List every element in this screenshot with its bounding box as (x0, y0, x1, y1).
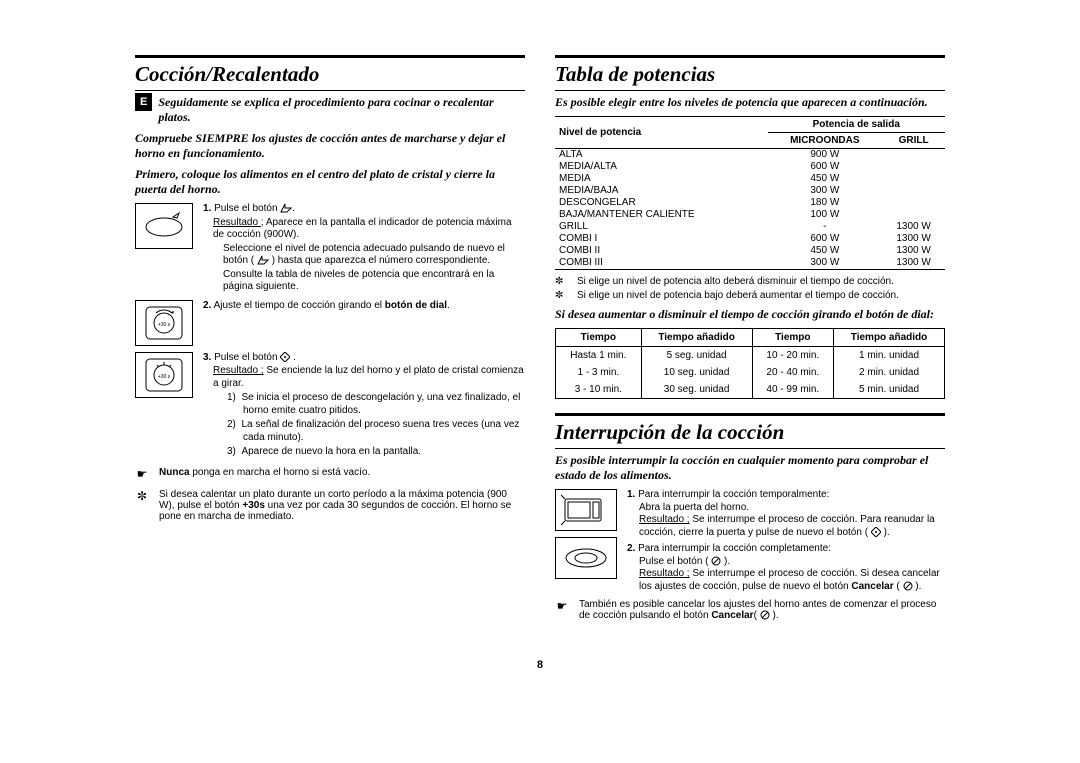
power-row: MEDIA450 W (555, 173, 945, 185)
power-icon (257, 255, 269, 265)
cancel-icon (711, 556, 721, 566)
step-2: +30 s 2. Ajuste el tiempo de cocción gir… (135, 300, 525, 346)
step-3-num: 3. (203, 352, 211, 363)
power-table: Nivel de potenciaPotencia de salida MICR… (555, 116, 945, 270)
power-row: MEDIA/BAJA300 W (555, 185, 945, 197)
start-diamond-icon (871, 527, 881, 537)
step-1-illustration (135, 203, 193, 249)
right-column: Tabla de potencias Es posible elegir ent… (555, 55, 945, 621)
step-3-illustration: +30 s (135, 352, 193, 398)
hand-icon: ☛ (555, 599, 569, 613)
interrupt-title: Interrupción de la cocción (555, 420, 945, 445)
dial-intro: Si desea aumentar o disminuir el tiempo … (555, 307, 945, 322)
power-row: COMBI I600 W1300 W (555, 233, 945, 245)
svg-text:+30 s: +30 s (158, 374, 171, 380)
time-row: Hasta 1 min.5 seg. unidad10 - 20 min.1 m… (556, 347, 945, 365)
step-3: +30 s 3. Pulse el botón . Resultado ; Se… (135, 352, 525, 459)
step-1-num: 1. (203, 203, 211, 214)
interrupt-intro: Es posible interrumpir la cocción en cua… (555, 453, 945, 483)
cancel-icon (903, 581, 913, 591)
power-row: ALTA900 W (555, 149, 945, 162)
manual-page: Cocción/Recalentado E Seguidamente se ex… (0, 0, 1080, 651)
power-row: COMBI II450 W1300 W (555, 245, 945, 257)
result-label: Resultado ; (213, 217, 264, 228)
hand-icon: ☛ (135, 467, 149, 481)
power-intro: Es posible elegir entre los niveles de p… (555, 95, 945, 110)
left-column: Cocción/Recalentado E Seguidamente se ex… (135, 55, 525, 621)
time-row: 1 - 3 min.10 seg. unidad20 - 40 min.2 mi… (556, 364, 945, 381)
power-row: BAJA/MANTENER CALIENTE100 W (555, 209, 945, 221)
time-table: TiempoTiempo añadidoTiempoTiempo añadido… (555, 328, 945, 399)
power-table-title: Tabla de potencias (555, 62, 945, 87)
microwave-open-illustration (555, 489, 617, 531)
start-diamond-icon (280, 352, 290, 362)
power-icon (280, 203, 292, 213)
note-30s: ✼ Si desea calentar un plato durante un … (135, 489, 525, 522)
power-row: DESCONGELAR180 W (555, 197, 945, 209)
cancel-note: ☛ También es posible cancelar los ajuste… (555, 599, 945, 621)
plate-illustration (555, 537, 617, 579)
svg-text:+30 s: +30 s (158, 322, 171, 328)
note-never: ☛ Nunca ponga en marcha el horno si está… (135, 467, 525, 481)
language-badge: E (135, 93, 152, 111)
left-intro-2: Compruebe SIEMPRE los ajustes de cocción… (135, 131, 525, 161)
asterisk-icon: ✼ (555, 290, 569, 301)
power-row: COMBI III300 W1300 W (555, 257, 945, 270)
power-notes: ✼Si elige un nivel de potencia alto debe… (555, 276, 945, 301)
time-row: 3 - 10 min.30 seg. unidad40 - 99 min.5 m… (556, 381, 945, 399)
left-title: Cocción/Recalentado (135, 62, 525, 87)
left-intro-1: Seguidamente se explica el procedimiento… (135, 95, 525, 125)
interrupt-steps: 1. Para interrumpir la cocción temporalm… (555, 489, 945, 593)
asterisk-icon: ✼ (135, 489, 149, 503)
page-number: 8 (0, 659, 1080, 671)
step-2-illustration: +30 s (135, 300, 193, 346)
power-row: GRILL-1300 W (555, 221, 945, 233)
step-2-num: 2. (203, 300, 211, 311)
asterisk-icon: ✼ (555, 276, 569, 287)
step-1-text: Pulse el botón (214, 203, 280, 214)
power-row: MEDIA/ALTA600 W (555, 161, 945, 173)
step-1: 1. Pulse el botón . Resultado ; Aparece … (135, 203, 525, 294)
left-intro-3: Primero, coloque los alimentos en el cen… (135, 167, 525, 197)
cancel-icon (760, 610, 770, 620)
